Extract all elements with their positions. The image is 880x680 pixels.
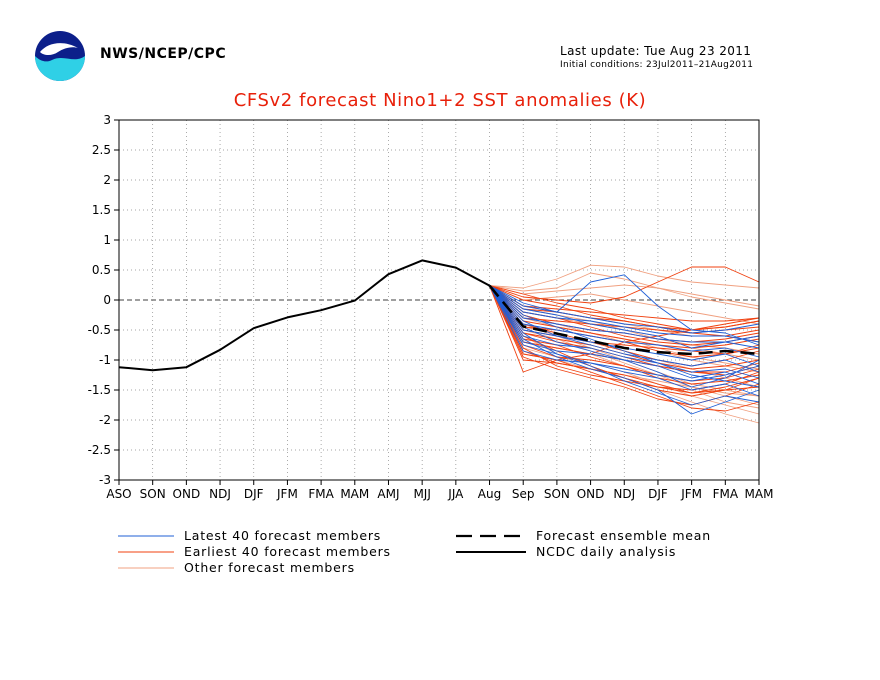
other-member-line [489,272,760,310]
y-tick-labels: 3 2.5 2 1.5 1 0.5 0 -0.5 -1 -1.5 -2 -2.5 -3 [88,113,111,487]
latest-member-line [489,285,760,349]
legend-label-earliest: Earliest 40 forecast members [184,544,391,559]
x-tick-label: SON [544,487,570,501]
y-tick-label: -2 [99,413,111,427]
other-member-line [489,285,760,406]
plot-frame [118,119,760,481]
forecast-members [489,264,760,424]
latest-member-line [489,285,760,388]
latest-member-line [489,285,760,397]
y-tick-label: -3 [99,473,111,487]
other-member-line [489,264,760,289]
earliest-member-line [489,285,760,412]
last-update: Last update: Tue Aug 23 2011 [560,44,752,58]
x-tick-label: DJF [244,487,264,501]
other-member-line [489,285,760,325]
latest-member-line [489,285,760,379]
other-member-line [489,285,760,343]
ensemble-mean-line [488,284,760,356]
y-tick-label: -0.5 [88,323,111,337]
latest-member-line [489,285,760,349]
chart-title: CFSv2 forecast Nino1+2 SST anomalies (K) [233,90,647,111]
x-tick-label: JJA [447,487,464,501]
x-tick-label: NDJ [209,487,231,501]
y-tick-label: 1 [103,233,111,247]
y-tick-label: -1 [99,353,111,367]
initial-conditions: Initial conditions: 23Jul2011–21Aug2011 [560,60,754,70]
x-tick-label: FMA [713,487,739,501]
latest-member-line [489,285,760,388]
y-tick-label: 3 [103,113,111,127]
x-tick-label: AMJ [377,487,399,501]
org-name: NWS/NCEP/CPC [100,46,227,62]
latest-member-line [489,285,760,373]
x-tick-label: OND [173,487,201,501]
latest-member-line [489,285,760,343]
x-tick-label: SON [140,487,166,501]
latest-member-line [489,285,760,382]
x-tick-label: Sep [512,487,535,501]
latest-member-line [489,285,760,415]
ncdc-analysis-line [118,259,490,372]
x-tick-label: MJJ [413,487,430,501]
latest-member-line [489,285,760,334]
x-tick-label: MAM [745,487,774,501]
y-tick-label: 0.5 [92,263,111,277]
x-tick-label: FMA [308,487,334,501]
grid-lines [119,120,759,480]
x-tick-label: JFM [276,487,298,501]
y-tick-label: -1.5 [88,383,111,397]
earliest-member-line [489,266,760,304]
legend-label-mean: Forecast ensemble mean [536,528,711,543]
x-tick-labels: ASO SON OND NDJ DJF JFM FMA MAM AMJ MJJ JJA Aug Sep S… [106,487,773,501]
x-tick-label: ASO [106,487,131,501]
earliest-member-line [489,285,760,349]
legend-label-latest: Latest 40 forecast members [184,528,381,543]
earliest-member-line [489,285,760,394]
latest-member-line [489,285,760,406]
x-tick-label: DJF [648,487,668,501]
latest-member-line [489,274,760,346]
earliest-member-line [489,285,760,322]
x-tick-label: MAM [340,487,369,501]
y-tick-label: 1.5 [92,203,111,217]
legend-label-other: Other forecast members [184,560,355,575]
axes [114,119,760,485]
legend-label-analysis: NCDC daily analysis [536,544,676,559]
noaa-logo [35,31,85,81]
y-tick-label: 0 [103,293,111,307]
y-tick-label: -2.5 [88,443,111,457]
y-tick-label: 2.5 [92,143,111,157]
other-member-line [489,284,760,307]
x-tick-label: Aug [478,487,501,501]
main-series [118,259,760,372]
x-tick-label: JFM [680,487,702,501]
y-tick-label: 2 [103,173,111,187]
legend: Latest 40 forecast members Earliest 40 f… [118,528,711,575]
earliest-member-line [489,285,760,385]
x-tick-label: NDJ [613,487,635,501]
x-tick-label: OND [577,487,605,501]
earliest-member-line [489,285,760,343]
